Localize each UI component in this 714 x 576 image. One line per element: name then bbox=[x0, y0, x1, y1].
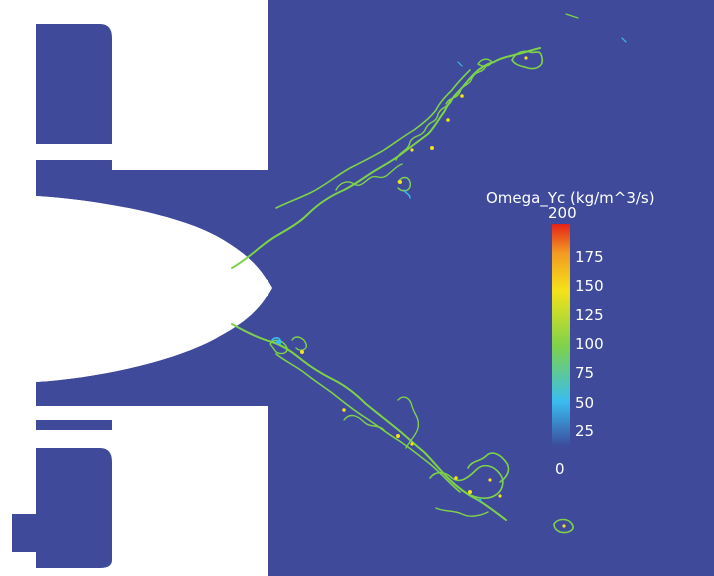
colorbar-gradient bbox=[552, 224, 570, 446]
upper-flame-front bbox=[231, 13, 627, 269]
lower-hot-spots bbox=[300, 350, 566, 528]
colorbar-max-label: 200 bbox=[548, 204, 577, 222]
colorbar-tick: 75 bbox=[575, 364, 595, 382]
chamber-domain bbox=[268, 0, 714, 576]
lower-lip bbox=[36, 420, 112, 430]
upper-lip bbox=[36, 160, 112, 170]
centerbody bbox=[36, 196, 272, 382]
colorbar-tick: 150 bbox=[575, 277, 604, 295]
upper-injector-wall bbox=[36, 170, 268, 280]
lower-injector-wall bbox=[36, 296, 268, 406]
colorbar-min-label: 0 bbox=[555, 460, 565, 478]
lower-plenum-block bbox=[36, 448, 112, 568]
colorbar-title: Omega_Yc (kg/m^3/s) bbox=[486, 189, 655, 207]
lower-flame-front bbox=[231, 323, 574, 534]
colorbar-tick: 125 bbox=[575, 306, 604, 324]
colorbar-tick: 25 bbox=[575, 422, 595, 440]
upper-plenum-block bbox=[36, 24, 112, 144]
lower-cool-spots bbox=[276, 340, 482, 502]
colorbar-tick: 175 bbox=[575, 248, 604, 266]
upper-hot-spots bbox=[398, 56, 528, 184]
outlet-stub bbox=[12, 514, 40, 552]
colorbar-tick: 100 bbox=[575, 335, 604, 353]
colorbar-tick: 50 bbox=[575, 394, 595, 412]
